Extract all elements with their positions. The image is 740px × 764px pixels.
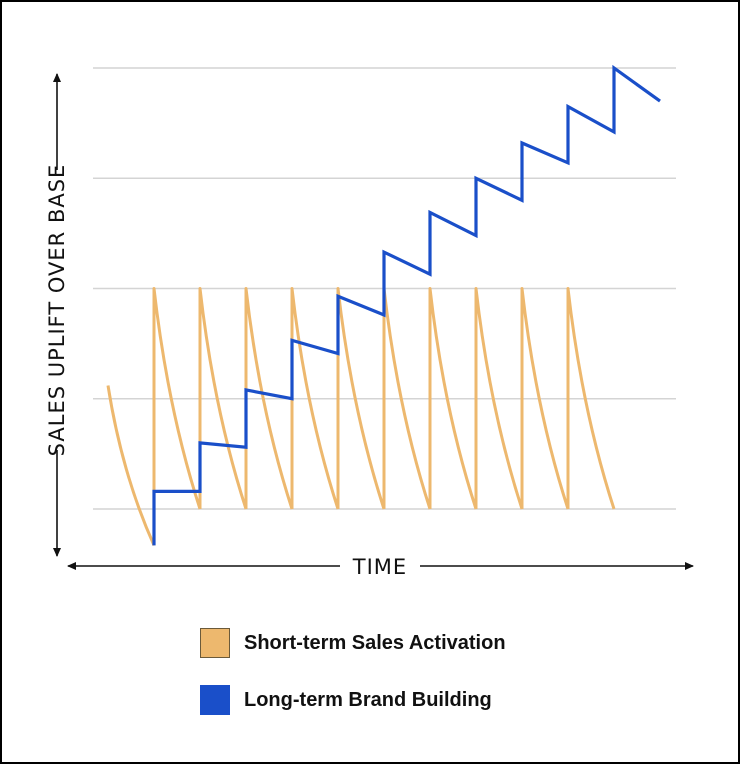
brand-building-line: [152, 64, 661, 546]
sales-activation-pulse: [336, 287, 386, 510]
legend-item-long-term: Long-term Brand Building: [200, 685, 492, 715]
sales-activation-pulse: [106, 385, 156, 546]
legend-swatch-orange: [200, 628, 230, 658]
legend-swatch-blue: [200, 685, 230, 715]
x-axis-label: TIME: [352, 555, 407, 579]
sales-activation-pulse: [290, 287, 340, 510]
y-axis-label: SALES UPLIFT OVER BASE: [45, 164, 69, 457]
series-long-term: [152, 64, 661, 546]
sales-activation-pulse: [474, 287, 524, 510]
sales-activation-pulse: [382, 287, 432, 510]
sales-activation-pulse: [152, 287, 202, 546]
sales-activation-pulse: [428, 287, 478, 510]
sales-activation-pulse: [244, 287, 294, 510]
series-short-term: [106, 287, 616, 546]
sales-activation-pulse: [566, 287, 616, 510]
sales-activation-pulse: [520, 287, 570, 510]
legend-label: Long-term Brand Building: [244, 688, 492, 711]
legend-label: Short-term Sales Activation: [244, 631, 506, 654]
legend-item-short-term: Short-term Sales Activation: [200, 628, 506, 658]
sales-activation-pulse: [198, 287, 248, 510]
